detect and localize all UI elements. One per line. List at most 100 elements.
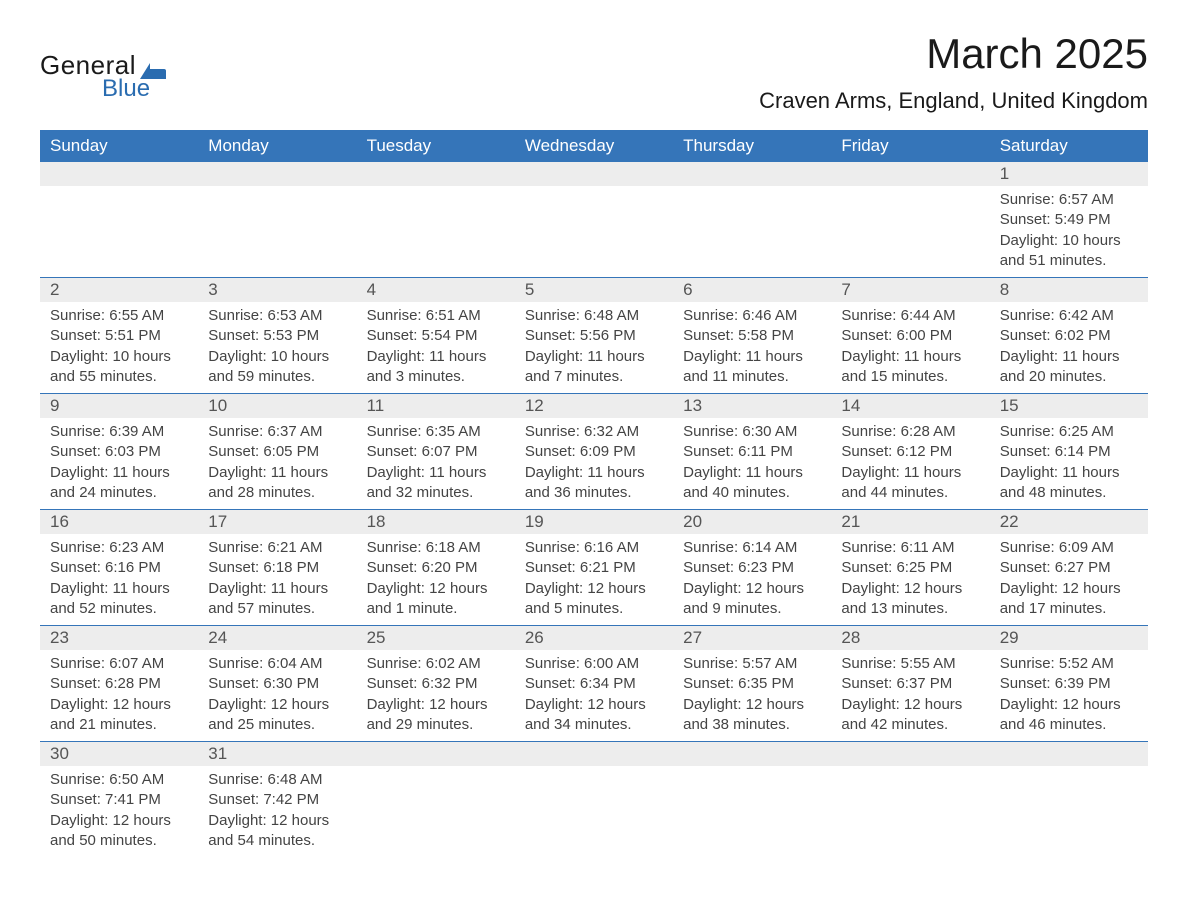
sunrise-text: Sunrise: 6:50 AM (50, 770, 188, 790)
daylight-line2: and 25 minutes. (208, 715, 346, 735)
sunset-text: Sunset: 6:32 PM (367, 674, 505, 694)
daylight-line2: and 36 minutes. (525, 483, 663, 503)
sunrise-text: Sunrise: 5:55 AM (841, 654, 979, 674)
daylight-line2: and 42 minutes. (841, 715, 979, 735)
sunrise-text: Sunrise: 6:02 AM (367, 654, 505, 674)
day-data-cell: Sunrise: 6:18 AMSunset: 6:20 PMDaylight:… (357, 534, 515, 626)
daylight-line2: and 59 minutes. (208, 367, 346, 387)
daylight-line2: and 48 minutes. (1000, 483, 1138, 503)
day-data-cell: Sunrise: 5:57 AMSunset: 6:35 PMDaylight:… (673, 650, 831, 742)
logo: General Blue (40, 50, 168, 103)
daylight-line2: and 52 minutes. (50, 599, 188, 619)
day-number-cell: 31 (198, 742, 356, 767)
day-data-cell (357, 766, 515, 857)
day-header-row: Sunday Monday Tuesday Wednesday Thursday… (40, 130, 1148, 162)
daylight-line2: and 20 minutes. (1000, 367, 1138, 387)
sunset-text: Sunset: 5:58 PM (683, 326, 821, 346)
day-data-cell (515, 766, 673, 857)
day-data-cell (198, 186, 356, 278)
daylight-line1: Daylight: 11 hours (50, 579, 188, 599)
sunset-text: Sunset: 6:09 PM (525, 442, 663, 462)
sunrise-text: Sunrise: 6:18 AM (367, 538, 505, 558)
daylight-line2: and 11 minutes. (683, 367, 821, 387)
day-data-cell: Sunrise: 6:39 AMSunset: 6:03 PMDaylight:… (40, 418, 198, 510)
sunset-text: Sunset: 6:05 PM (208, 442, 346, 462)
sunset-text: Sunset: 6:30 PM (208, 674, 346, 694)
daylight-line2: and 15 minutes. (841, 367, 979, 387)
sunrise-text: Sunrise: 6:30 AM (683, 422, 821, 442)
week-data-row: Sunrise: 6:23 AMSunset: 6:16 PMDaylight:… (40, 534, 1148, 626)
sunset-text: Sunset: 6:25 PM (841, 558, 979, 578)
week-data-row: Sunrise: 6:55 AMSunset: 5:51 PMDaylight:… (40, 302, 1148, 394)
daylight-line2: and 54 minutes. (208, 831, 346, 851)
day-data-cell: Sunrise: 6:37 AMSunset: 6:05 PMDaylight:… (198, 418, 356, 510)
day-number-cell: 23 (40, 626, 198, 651)
daylight-line1: Daylight: 12 hours (208, 811, 346, 831)
sunrise-text: Sunrise: 6:11 AM (841, 538, 979, 558)
day-number-cell (673, 162, 831, 186)
daylight-line2: and 3 minutes. (367, 367, 505, 387)
daylight-line2: and 29 minutes. (367, 715, 505, 735)
day-number-cell: 20 (673, 510, 831, 535)
day-data-cell (990, 766, 1148, 857)
daylight-line1: Daylight: 12 hours (1000, 579, 1138, 599)
daylight-line1: Daylight: 12 hours (50, 811, 188, 831)
sunset-text: Sunset: 5:53 PM (208, 326, 346, 346)
day-number-cell (515, 162, 673, 186)
day-data-cell: Sunrise: 6:51 AMSunset: 5:54 PMDaylight:… (357, 302, 515, 394)
daylight-line2: and 55 minutes. (50, 367, 188, 387)
week-daynum-row: 2345678 (40, 278, 1148, 303)
week-data-row: Sunrise: 6:50 AMSunset: 7:41 PMDaylight:… (40, 766, 1148, 857)
sunrise-text: Sunrise: 6:37 AM (208, 422, 346, 442)
sunrise-text: Sunrise: 6:57 AM (1000, 190, 1138, 210)
sunset-text: Sunset: 6:37 PM (841, 674, 979, 694)
day-number-cell: 16 (40, 510, 198, 535)
daylight-line2: and 44 minutes. (841, 483, 979, 503)
day-data-cell: Sunrise: 6:55 AMSunset: 5:51 PMDaylight:… (40, 302, 198, 394)
logo-word-blue: Blue (102, 75, 168, 103)
daylight-line2: and 1 minute. (367, 599, 505, 619)
daylight-line1: Daylight: 12 hours (367, 695, 505, 715)
day-data-cell: Sunrise: 6:14 AMSunset: 6:23 PMDaylight:… (673, 534, 831, 626)
sunset-text: Sunset: 6:39 PM (1000, 674, 1138, 694)
day-data-cell (515, 186, 673, 278)
sunset-text: Sunset: 6:28 PM (50, 674, 188, 694)
day-number-cell (673, 742, 831, 767)
sunset-text: Sunset: 5:51 PM (50, 326, 188, 346)
day-number-cell: 11 (357, 394, 515, 419)
sunrise-text: Sunrise: 6:23 AM (50, 538, 188, 558)
week-daynum-row: 9101112131415 (40, 394, 1148, 419)
day-header-sat: Saturday (990, 130, 1148, 162)
day-data-cell: Sunrise: 6:35 AMSunset: 6:07 PMDaylight:… (357, 418, 515, 510)
daylight-line2: and 50 minutes. (50, 831, 188, 851)
daylight-line2: and 57 minutes. (208, 599, 346, 619)
sunset-text: Sunset: 6:21 PM (525, 558, 663, 578)
week-data-row: Sunrise: 6:57 AMSunset: 5:49 PMDaylight:… (40, 186, 1148, 278)
day-data-cell: Sunrise: 6:53 AMSunset: 5:53 PMDaylight:… (198, 302, 356, 394)
sunset-text: Sunset: 7:42 PM (208, 790, 346, 810)
day-data-cell: Sunrise: 6:44 AMSunset: 6:00 PMDaylight:… (831, 302, 989, 394)
sunset-text: Sunset: 6:35 PM (683, 674, 821, 694)
day-data-cell: Sunrise: 6:30 AMSunset: 6:11 PMDaylight:… (673, 418, 831, 510)
day-number-cell: 25 (357, 626, 515, 651)
day-header-wed: Wednesday (515, 130, 673, 162)
day-number-cell: 21 (831, 510, 989, 535)
day-number-cell: 12 (515, 394, 673, 419)
day-header-thu: Thursday (673, 130, 831, 162)
calendar-table: Sunday Monday Tuesday Wednesday Thursday… (40, 130, 1148, 857)
sunset-text: Sunset: 6:03 PM (50, 442, 188, 462)
day-number-cell (831, 742, 989, 767)
sunrise-text: Sunrise: 6:39 AM (50, 422, 188, 442)
daylight-line2: and 17 minutes. (1000, 599, 1138, 619)
sunrise-text: Sunrise: 6:51 AM (367, 306, 505, 326)
daylight-line1: Daylight: 11 hours (683, 463, 821, 483)
daylight-line1: Daylight: 11 hours (208, 463, 346, 483)
day-number-cell: 18 (357, 510, 515, 535)
logo-flag-icon (140, 61, 168, 79)
day-number-cell: 22 (990, 510, 1148, 535)
day-data-cell (40, 186, 198, 278)
sunrise-text: Sunrise: 6:00 AM (525, 654, 663, 674)
day-number-cell: 8 (990, 278, 1148, 303)
daylight-line2: and 28 minutes. (208, 483, 346, 503)
daylight-line1: Daylight: 10 hours (50, 347, 188, 367)
